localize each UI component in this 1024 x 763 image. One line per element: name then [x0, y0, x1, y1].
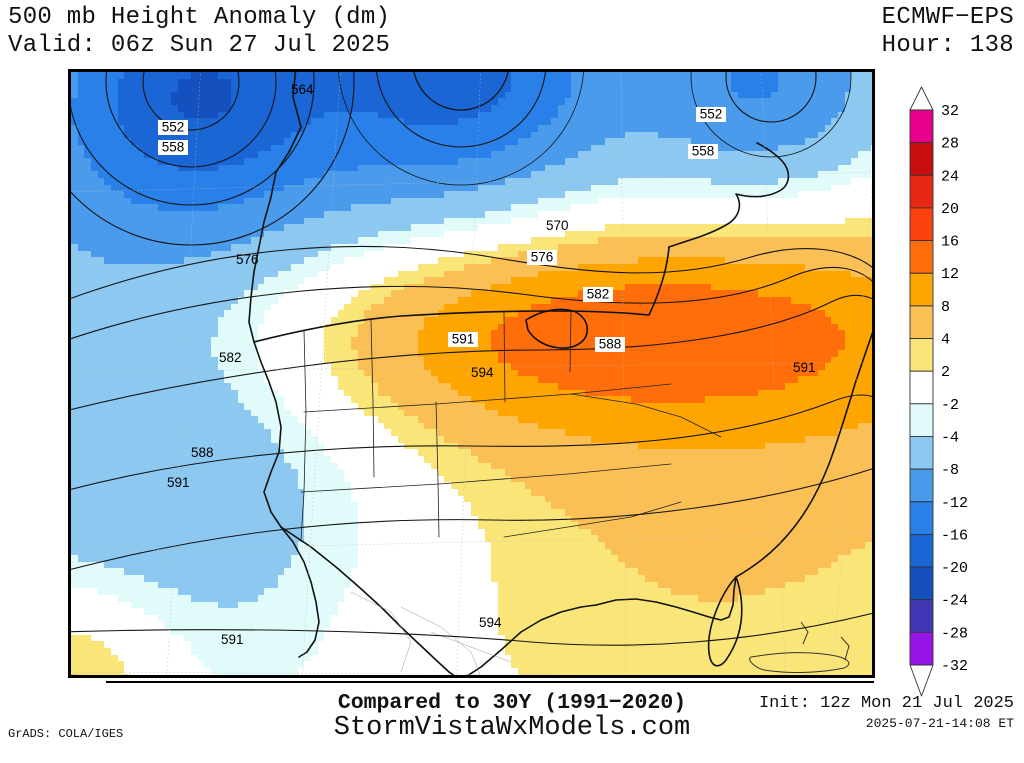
svg-text:-8: -8 — [941, 462, 959, 479]
svg-text:-20: -20 — [941, 560, 968, 577]
svg-text:576: 576 — [236, 252, 259, 267]
svg-text:28: 28 — [941, 136, 959, 153]
svg-text:-12: -12 — [941, 495, 968, 512]
svg-text:591: 591 — [221, 632, 244, 647]
svg-text:591: 591 — [167, 475, 190, 490]
svg-text:16: 16 — [941, 234, 959, 251]
svg-text:2: 2 — [941, 364, 950, 381]
svg-text:591: 591 — [793, 360, 816, 375]
svg-text:24: 24 — [941, 168, 959, 185]
svg-text:20: 20 — [941, 201, 959, 218]
svg-text:570: 570 — [546, 218, 569, 233]
svg-text:582: 582 — [219, 350, 242, 365]
svg-text:-2: -2 — [941, 397, 959, 414]
svg-text:582: 582 — [587, 287, 610, 302]
svg-text:-32: -32 — [941, 658, 968, 675]
svg-text:588: 588 — [191, 445, 214, 460]
svg-text:558: 558 — [162, 140, 185, 155]
svg-text:8: 8 — [941, 299, 950, 316]
svg-text:552: 552 — [162, 120, 185, 135]
svg-text:594: 594 — [479, 615, 502, 630]
svg-text:4: 4 — [941, 332, 950, 349]
svg-text:12: 12 — [941, 266, 959, 283]
svg-text:564: 564 — [291, 82, 314, 97]
svg-text:558: 558 — [692, 144, 715, 159]
svg-text:-28: -28 — [941, 625, 968, 642]
svg-text:594: 594 — [471, 365, 494, 380]
svg-text:576: 576 — [531, 250, 554, 265]
svg-text:591: 591 — [452, 332, 475, 347]
svg-text:-4: -4 — [941, 429, 959, 446]
svg-text:-24: -24 — [941, 593, 968, 610]
svg-text:-16: -16 — [941, 527, 968, 544]
svg-text:552: 552 — [700, 107, 723, 122]
svg-text:32: 32 — [941, 103, 959, 120]
svg-text:588: 588 — [599, 337, 622, 352]
